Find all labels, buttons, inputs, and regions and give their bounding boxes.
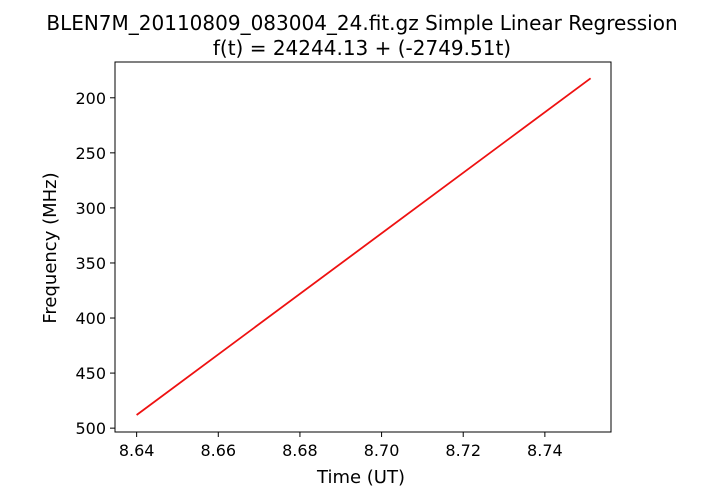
y-axis-label: Frequency (MHz) — [40, 172, 61, 323]
x-axis-label: Time (UT) — [316, 467, 405, 488]
series-layer — [136, 77, 592, 416]
x-tick-label: 8.72 — [445, 441, 481, 460]
y-axis: 200 250 300 350 400 450 500 — [75, 89, 115, 438]
chart-subtitle: f(t) = 24244.13 + (-2749.51t) — [213, 36, 511, 60]
y-tick-label: 250 — [75, 144, 106, 163]
y-tick-label: 450 — [75, 364, 106, 383]
x-tick-label: 8.68 — [282, 441, 318, 460]
x-tick-label: 8.64 — [119, 441, 155, 460]
y-tick-label: 200 — [75, 89, 106, 108]
x-axis: 8.64 8.66 8.68 8.70 8.72 8.74 — [119, 432, 563, 460]
y-tick-label: 300 — [75, 199, 106, 218]
x-tick-label: 8.70 — [364, 441, 400, 460]
chart-title: BLEN7M_20110809_083004_24.fit.gz Simple … — [46, 11, 677, 35]
y-tick-label: 500 — [75, 419, 106, 438]
regression-line — [136, 77, 592, 416]
y-tick-label: 400 — [75, 309, 106, 328]
y-tick-label: 350 — [75, 254, 106, 273]
x-tick-label: 8.74 — [527, 441, 563, 460]
x-tick-label: 8.66 — [200, 441, 236, 460]
plot-area — [114, 61, 612, 433]
